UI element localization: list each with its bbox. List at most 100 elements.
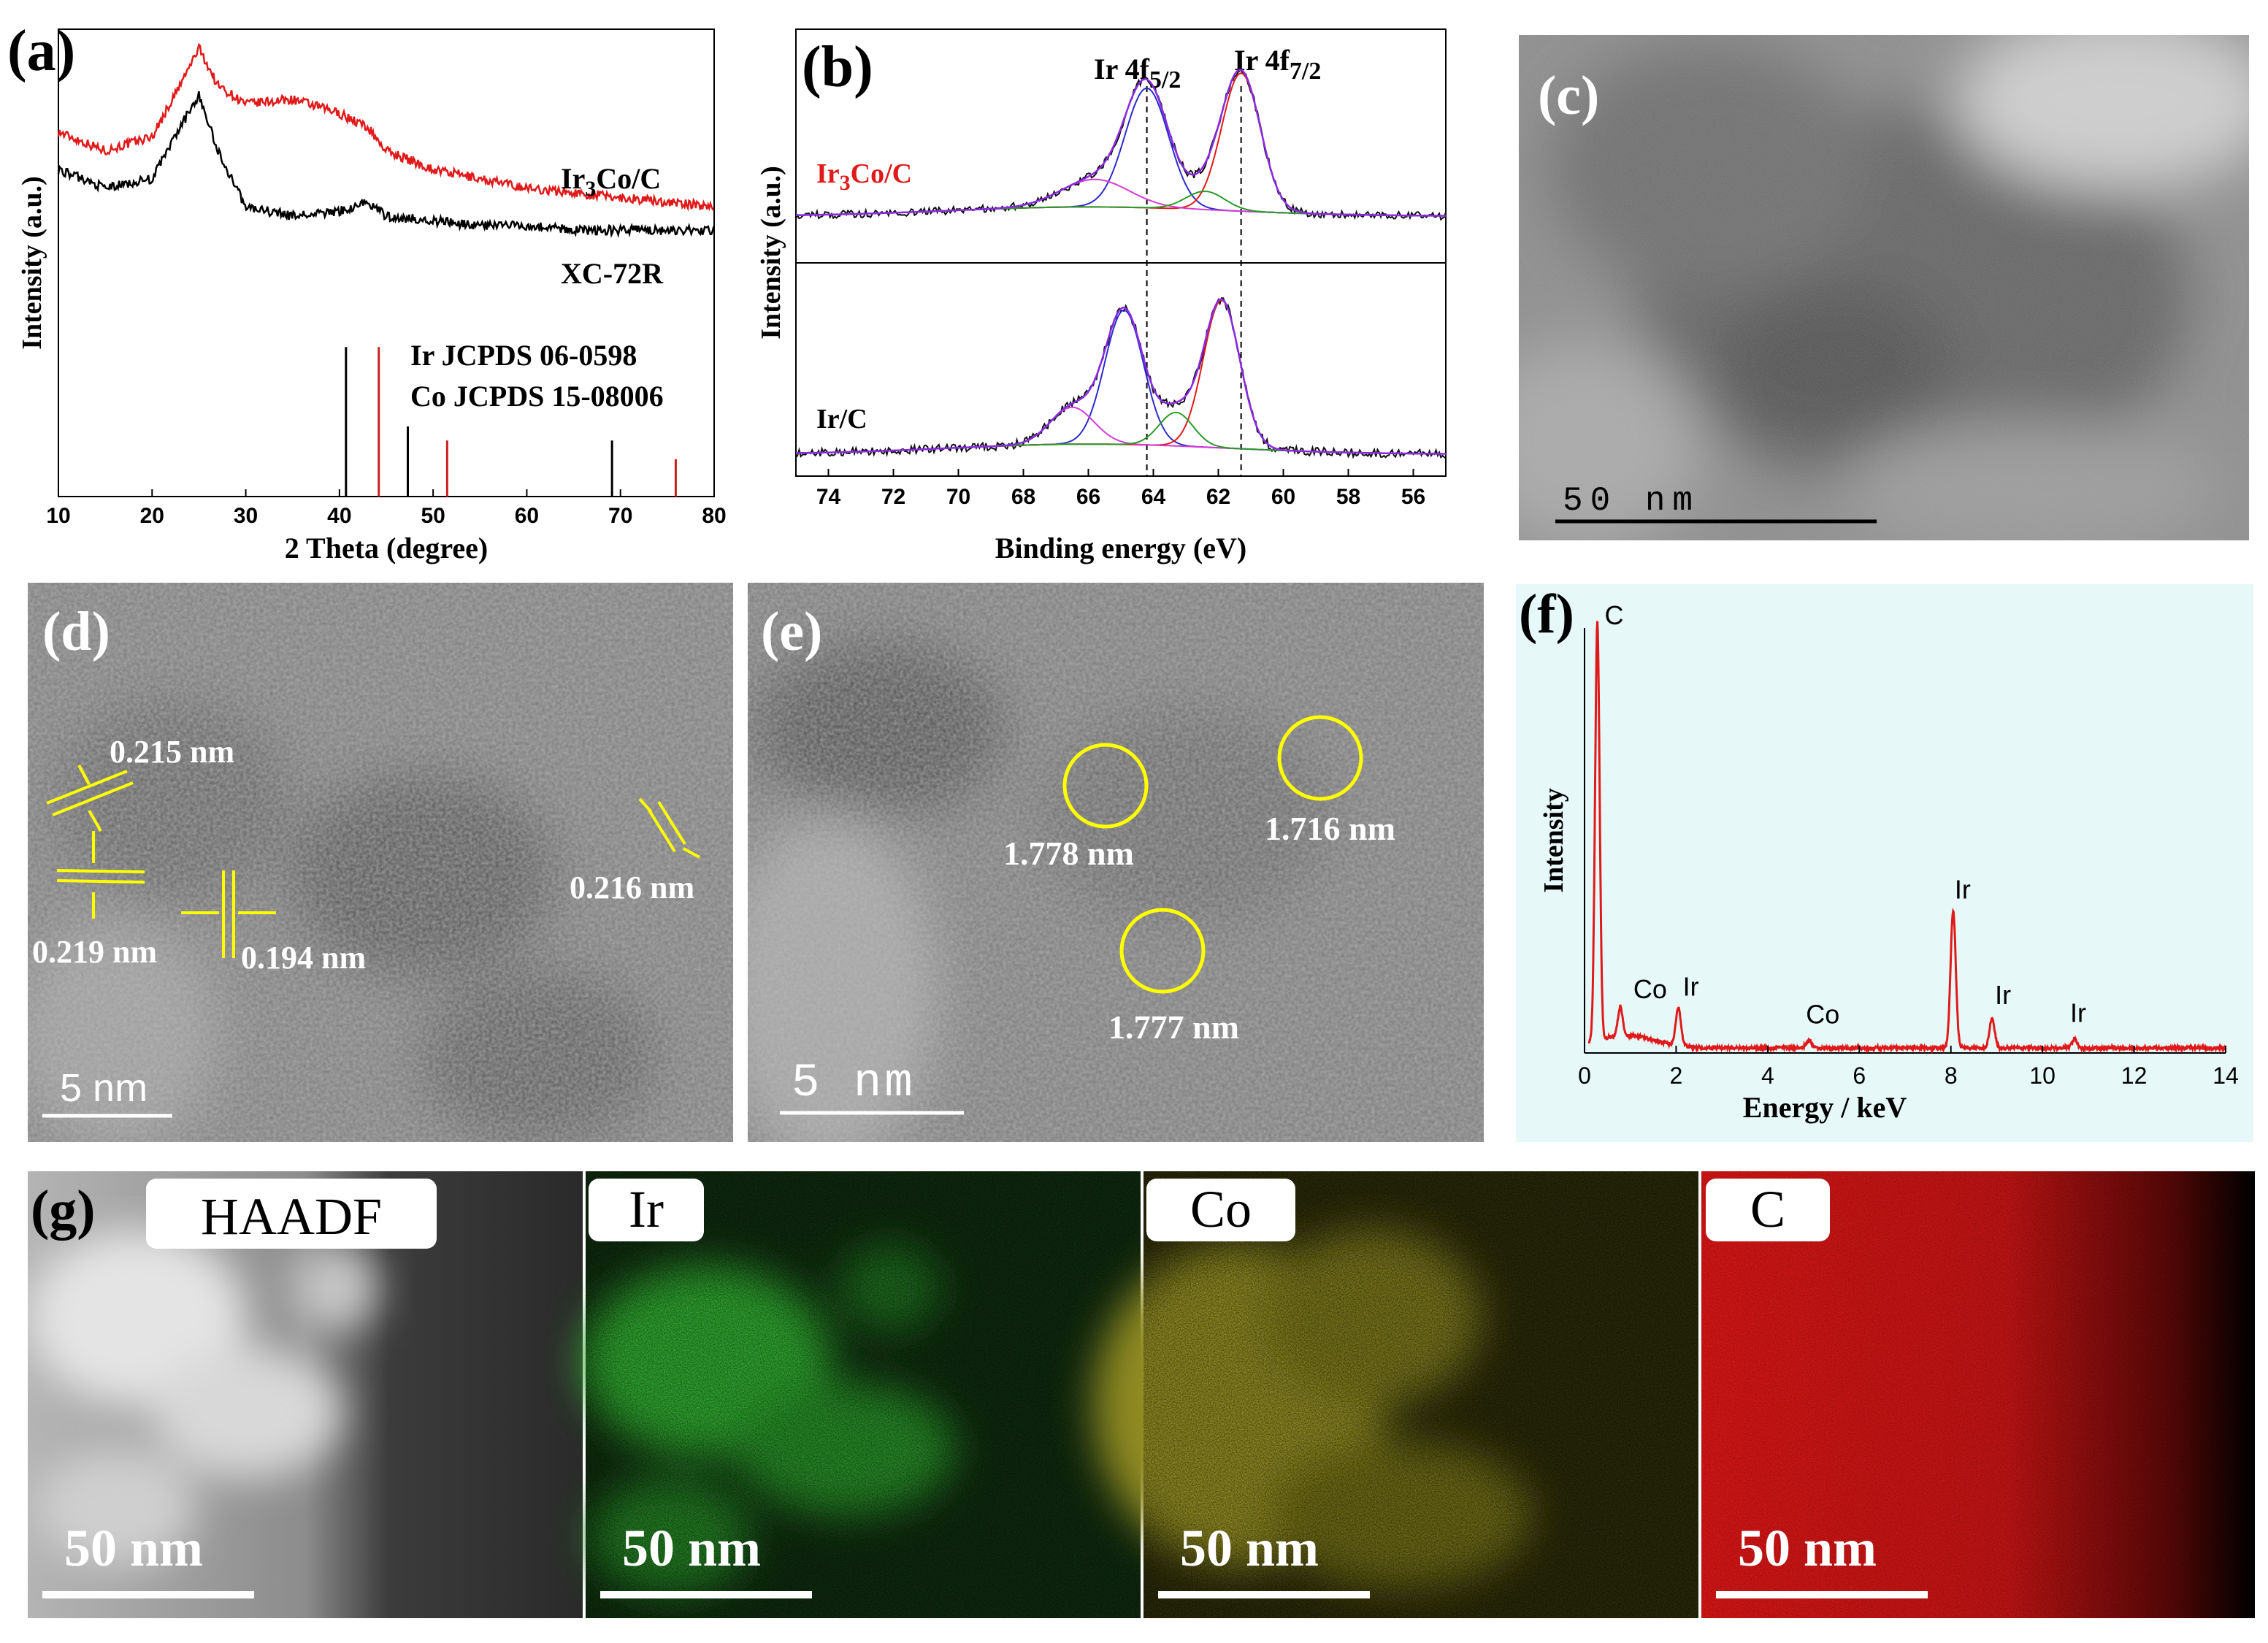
map-label-box-3 xyxy=(1706,1179,1830,1241)
x-tick-label-a-1: 20 xyxy=(140,504,164,528)
spacing-label-1: 0.215 nm xyxy=(110,734,234,770)
x-tick-label-f-6: 12 xyxy=(2121,1062,2148,1089)
particle-circle-3 xyxy=(1119,908,1206,994)
map-label-box-1 xyxy=(589,1179,704,1241)
map-scale-label-1: 50 nm xyxy=(622,1519,761,1577)
x-tick-label-f-4: 8 xyxy=(1945,1062,1958,1089)
map-co xyxy=(1094,1171,1698,1618)
map-label-1: Ir xyxy=(629,1180,664,1238)
peak-label-f-5: Ir xyxy=(1995,980,2011,1010)
x-tick-label-a-7: 80 xyxy=(702,504,726,528)
x-tick-label-b-1: 72 xyxy=(881,485,905,509)
fit-component-0-1 xyxy=(795,72,1447,217)
particle-size-2: 1.716 nm xyxy=(1265,810,1395,847)
raw-spectrum-1 xyxy=(795,297,1447,459)
map-label-box-2 xyxy=(1146,1179,1295,1241)
x-tick-label-b-6: 62 xyxy=(1206,485,1230,509)
map-scale-label-2: 50 nm xyxy=(1180,1519,1319,1577)
peak-label-f-2: Ir xyxy=(1683,972,1699,1002)
x-tick-label-b-3: 68 xyxy=(1011,485,1035,509)
panel-c-tem: (c) 50 nm xyxy=(1519,35,2249,540)
series-line-1 xyxy=(57,91,715,239)
spacing-label-2: 0.219 nm xyxy=(32,934,157,970)
tem-image-c: (c) 50 nm xyxy=(1519,35,2249,540)
x-tick-label-b-4: 66 xyxy=(1076,485,1100,509)
peak-label-f-1: Co xyxy=(1633,974,1667,1004)
legend-ref-co: Co JCPDS 15-08006 xyxy=(410,380,664,413)
panel-b-xps: (b) Ir 4f5/2 Ir 4f7/2 Ir3Co/C Ir/C 74 72 70 68 66… xyxy=(738,0,1468,577)
particle-circle-1 xyxy=(1062,743,1149,829)
x-tick-label-f-0: 0 xyxy=(1578,1062,1591,1089)
map-label-3: C xyxy=(1750,1180,1785,1238)
x-tick-label-b-9: 56 xyxy=(1401,485,1425,509)
x-axis-label-b: Binding energy (eV) xyxy=(995,532,1246,564)
elemental-mapping: (g) HAADF 50 nm Ir 50 nm Co 50 nm C 50 nm xyxy=(28,1171,2255,1618)
peak-label-f-3: Co xyxy=(1806,1000,1839,1030)
eds-spectrum xyxy=(1587,621,2227,1054)
x-tick-label-f-1: 2 xyxy=(1670,1062,1683,1089)
panel-f-eds: (f) C Co Ir Co Ir Ir Ir 0 2 4 6 8 10 12 14 Energy / keV I… xyxy=(1516,577,2268,1142)
panel-a-xrd: (a) Ir3Co/C XC-72R Ir JCPDS 06-0598 Co JCPDS… xyxy=(0,0,738,577)
lattice-spacing-labels: 0.215 nm 0.219 nm 0.194 nm 0.216 nm xyxy=(32,734,694,976)
series-label-ir3co: Ir3Co/C xyxy=(561,162,661,201)
fit-component-1-0 xyxy=(796,309,1446,455)
x-tick-label-a-4: 50 xyxy=(421,504,445,528)
particle-size-3: 1.777 nm xyxy=(1108,1008,1239,1046)
y-axis-label-f: Intensity xyxy=(1539,788,1569,893)
x-tick-label-f-5: 10 xyxy=(2029,1062,2056,1089)
x-tick-label-f-7: 14 xyxy=(2213,1062,2239,1089)
map-label-0: HAADF xyxy=(201,1187,382,1246)
panel-letter-g: (g) xyxy=(31,1179,96,1241)
x-axis-label-f: Energy / keV xyxy=(1743,1091,1907,1124)
series-label-xc72r: XC-72R xyxy=(561,257,664,290)
subplot-label-0: Ir3Co/C xyxy=(816,158,912,195)
x-tick-label-b-5: 64 xyxy=(1141,485,1166,509)
y-axis-label-b: Intensity (a.u.) xyxy=(756,166,786,340)
xrd-chart: (a) Ir3Co/C XC-72R Ir JCPDS 06-0598 Co JCPDS… xyxy=(7,19,727,564)
particle-size-1: 1.778 nm xyxy=(1003,835,1134,872)
panel-e-hrtem: (e) 1.778 nm 1.716 nm 1.777 nm 5 nm xyxy=(748,583,1484,1142)
panel-letter-b: (b) xyxy=(802,35,873,99)
x-axis-label-a: 2 Theta (degree) xyxy=(285,532,488,564)
x-tick-label-a-5: 60 xyxy=(515,504,539,528)
x-tick-label-a-3: 40 xyxy=(327,504,351,528)
map-c xyxy=(1701,1171,2255,1618)
spacing-label-4: 0.216 nm xyxy=(570,870,694,905)
x-tick-label-a-0: 10 xyxy=(46,504,70,528)
panel-letter-f: (f) xyxy=(1519,583,1574,645)
x-tick-label-f-3: 6 xyxy=(1853,1062,1866,1089)
fit-envelope-1 xyxy=(796,298,1446,455)
nanoparticle-circles xyxy=(1062,715,1363,994)
series-line-0 xyxy=(57,42,715,212)
x-tick-label-b-7: 60 xyxy=(1271,485,1295,509)
x-tick-label-b-2: 70 xyxy=(946,485,970,509)
panel-g-mapping: (g) HAADF 50 nm Ir 50 nm Co 50 nm C 50 nm xyxy=(28,1171,2255,1618)
peak-label-f-4: Ir xyxy=(1955,874,1971,904)
x-tick-label-b-0: 74 xyxy=(816,485,841,509)
panel-d-hrtem: (d) 0.215 nm 0.219 nm 0.194 nm 0.216 nm … xyxy=(28,583,733,1142)
lattice-marker-1 xyxy=(46,765,700,958)
plot-frame-b xyxy=(795,28,1447,477)
map-label-2: Co xyxy=(1190,1180,1252,1238)
map-ir xyxy=(583,1171,1141,1618)
y-axis-label-a: Intensity (a.u.) xyxy=(17,176,47,350)
hrtem-image-e: (e) 1.778 nm 1.716 nm 1.777 nm 5 nm xyxy=(748,583,1484,1142)
fit-component-1-1 xyxy=(796,299,1446,455)
panel-letter-e: (e) xyxy=(761,601,822,662)
particle-circle-2 xyxy=(1277,715,1363,801)
eds-chart: (f) C Co Ir Co Ir Ir Ir 0 2 4 6 8 10 12 14 Energy / keV I… xyxy=(1516,583,2253,1142)
fit-component-0-0 xyxy=(795,87,1447,217)
x-tick-label-f-2: 4 xyxy=(1761,1062,1774,1089)
legend-ref-ir: Ir JCPDS 06-0598 xyxy=(410,339,637,372)
fit-component-1-3 xyxy=(796,411,1446,455)
x-tick-label-a-6: 70 xyxy=(608,504,632,528)
map-label-box-0 xyxy=(146,1179,437,1249)
plot-frame-a xyxy=(58,28,715,497)
peak-label-f-6: Ir xyxy=(2070,998,2086,1028)
x-tick-label-b-8: 58 xyxy=(1336,485,1360,509)
hrtem-image-d: (d) 0.215 nm 0.219 nm 0.194 nm 0.216 nm … xyxy=(28,583,733,1142)
subplot-label-1: Ir/C xyxy=(816,404,867,434)
x-tick-label-a-2: 30 xyxy=(234,504,258,528)
scale-label-c: 50 nm xyxy=(1563,482,1700,520)
